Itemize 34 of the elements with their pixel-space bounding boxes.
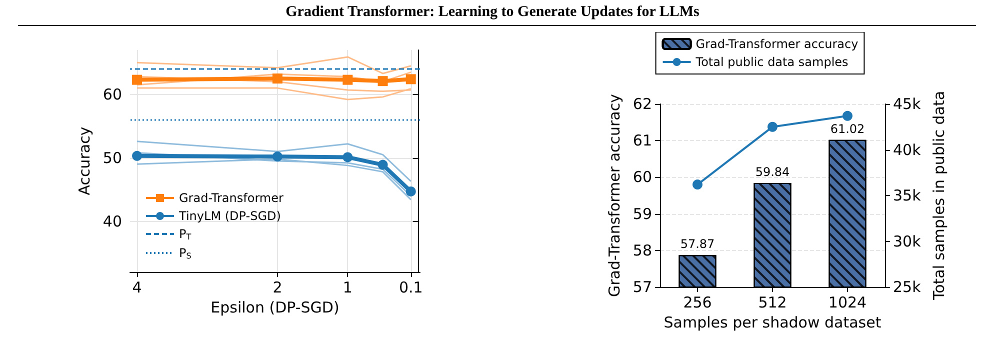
y2-tick-label: 35k	[893, 186, 922, 204]
legend-label: TinyLM (DP-SGD)	[178, 209, 281, 223]
x-tick-label: 4	[132, 278, 142, 296]
x-tick-label: 2	[272, 278, 282, 296]
y2-tick-label: 40k	[893, 140, 922, 159]
y2-tick-label: 45k	[893, 95, 922, 113]
x-tick-label: 1	[342, 278, 352, 296]
y-tick-label: 60	[102, 85, 122, 104]
data-label: 59.84	[755, 165, 790, 180]
data-label: 57.87	[680, 237, 715, 252]
y-tick-label: 57	[632, 278, 652, 296]
data-label: 61.02	[830, 122, 865, 136]
text: Gradient Transformer: Learning to Generate Updates for LLMs	[284, 4, 700, 21]
x-tick-label: 512	[758, 294, 787, 312]
y-axis-title: Accuracy	[76, 126, 94, 196]
x-axis-title: Samples per shadow dataset	[664, 314, 882, 332]
legend-label: Grad-Transformer accuracy	[696, 37, 858, 51]
x-tick-label: 1024	[828, 294, 867, 312]
y-tick-label: 50	[102, 148, 122, 167]
y2-axis-title: Total samples in public data	[930, 90, 948, 302]
legend-label: Grad-Transformer	[179, 191, 284, 205]
y2-tick-label: 25k	[893, 278, 922, 296]
y-tick-label: 60	[632, 168, 652, 186]
y-tick-label: 61	[632, 132, 652, 150]
legend-label: Total public data samples	[694, 55, 848, 69]
x-tick-label: 0.1	[398, 278, 423, 296]
y-tick-label: 62	[632, 95, 652, 113]
x-axis-title: Epsilon (DP-SGD)	[210, 298, 340, 316]
y2-tick-label: 30k	[893, 232, 922, 250]
y-tick-label: 40	[102, 212, 122, 230]
y-axis-title: Grad-Transformer accuracy	[606, 94, 624, 297]
y-tick-label: 59	[632, 204, 652, 223]
y-tick-label: 58	[632, 241, 652, 260]
x-tick-label: 256	[683, 294, 712, 312]
